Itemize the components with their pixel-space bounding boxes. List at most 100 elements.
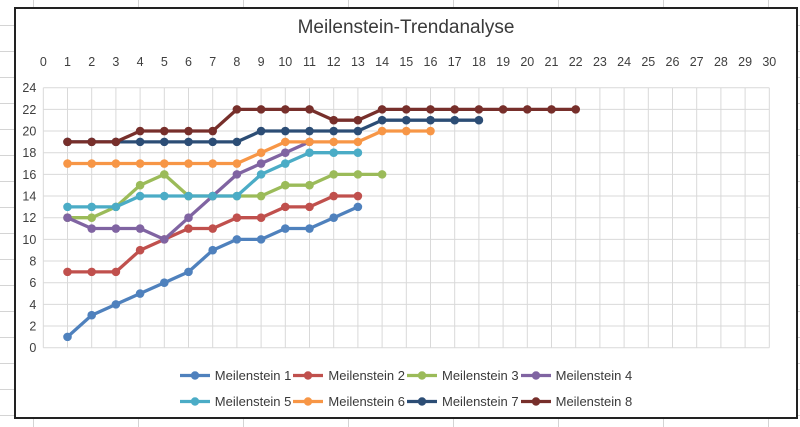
y-tick-label: 18 <box>22 146 36 160</box>
x-tick-label: 12 <box>327 55 341 69</box>
data-point-meilenstein-4-x8 <box>232 170 242 179</box>
data-point-meilenstein-3-x5 <box>160 170 169 179</box>
x-tick-label: 14 <box>375 55 389 69</box>
legend-marker <box>520 371 551 380</box>
data-point-meilenstein-6-x4 <box>135 159 145 168</box>
data-point-meilenstein-1-x8 <box>232 235 242 244</box>
data-point-meilenstein-5-x12 <box>329 148 339 157</box>
legend-item-meilenstein-4[interactable]: Meilenstein 4 <box>520 368 632 383</box>
data-point-meilenstein-5-x8 <box>232 191 242 201</box>
legend-label: Meilenstein 5 <box>214 394 292 409</box>
legend-item-meilenstein-3[interactable]: Meilenstein 3 <box>407 368 519 383</box>
legend-point <box>417 397 427 406</box>
data-point-meilenstein-5-x4 <box>135 191 145 201</box>
data-point-meilenstein-6-x10 <box>281 137 290 147</box>
data-point-meilenstein-5-x5 <box>160 191 169 201</box>
data-point-meilenstein-3-x4 <box>135 180 145 190</box>
x-tick-label: 30 <box>762 55 776 69</box>
chart-title[interactable]: Meilenstein-Trendanalyse <box>297 17 515 38</box>
data-point-meilenstein-8-x19 <box>498 105 508 114</box>
x-tick-label: 25 <box>641 55 655 69</box>
legend-point <box>304 371 313 380</box>
data-point-meilenstein-6-x8 <box>232 159 242 168</box>
data-point-meilenstein-8-x22 <box>571 105 580 114</box>
data-point-meilenstein-8-x3 <box>111 137 121 147</box>
y-tick-label: 8 <box>29 255 36 269</box>
data-point-meilenstein-1-x3 <box>111 300 121 309</box>
legend-item-meilenstein-8[interactable]: Meilenstein 8 <box>520 394 632 409</box>
data-point-meilenstein-3-x9 <box>256 191 266 201</box>
data-point-meilenstein-2-x7 <box>208 224 217 233</box>
data-point-meilenstein-7-x12 <box>329 126 339 136</box>
data-point-meilenstein-8-x8 <box>232 105 242 114</box>
data-point-meilenstein-1-x9 <box>256 235 266 244</box>
legend-marker <box>293 397 324 406</box>
x-tick-label: 17 <box>448 55 462 69</box>
data-point-meilenstein-6-x12 <box>329 137 339 147</box>
data-point-meilenstein-2-x1 <box>63 267 72 277</box>
data-point-meilenstein-6-x13 <box>353 137 363 147</box>
data-point-meilenstein-8-x12 <box>329 115 339 125</box>
legend-item-meilenstein-2[interactable]: Meilenstein 2 <box>293 368 405 383</box>
data-point-meilenstein-7-x14 <box>377 115 387 125</box>
x-axis-labels[interactable]: 0 1 2 3 4 5 6 7 8 9 10 11 12 13 14 15 16 17 18 19 20 21 22 23 24… <box>40 55 776 69</box>
legend-label: Meilenstein 3 <box>442 368 519 383</box>
data-point-meilenstein-6-x1 <box>63 159 72 168</box>
data-point-meilenstein-7-x18 <box>474 115 484 125</box>
gridlines <box>42 87 770 349</box>
data-point-meilenstein-5-x6 <box>184 191 193 201</box>
legend-point <box>190 397 199 406</box>
data-point-meilenstein-3-x12 <box>329 170 339 179</box>
legend-item-meilenstein-7[interactable]: Meilenstein 7 <box>407 394 519 409</box>
x-tick-label: 22 <box>569 55 583 69</box>
data-point-meilenstein-3-x11 <box>305 180 314 190</box>
data-point-meilenstein-1-x13 <box>353 202 363 212</box>
series-meilenstein-6[interactable] <box>63 126 435 168</box>
legend-label: Meilenstein 6 <box>328 394 405 409</box>
data-point-meilenstein-4-x4 <box>135 224 145 233</box>
data-point-meilenstein-1-x10 <box>281 224 290 233</box>
data-point-meilenstein-5-x11 <box>305 148 314 157</box>
legend-item-meilenstein-5[interactable]: Meilenstein 5 <box>179 394 292 409</box>
legend-point <box>531 397 540 406</box>
data-point-meilenstein-6-x2 <box>87 159 96 168</box>
series-meilenstein-1[interactable] <box>63 202 363 342</box>
legend-marker <box>520 397 551 406</box>
data-point-meilenstein-6-x9 <box>256 148 266 157</box>
legend-item-meilenstein-1[interactable]: Meilenstein 1 <box>179 368 291 383</box>
data-point-meilenstein-7-x16 <box>426 115 435 125</box>
data-point-meilenstein-2-x9 <box>256 213 266 222</box>
data-point-meilenstein-5-x1 <box>63 202 72 212</box>
x-tick-label: 5 <box>161 55 168 69</box>
data-point-meilenstein-7-x8 <box>232 137 242 147</box>
legend-item-meilenstein-6[interactable]: Meilenstein 6 <box>293 394 405 409</box>
data-point-meilenstein-7-x6 <box>184 137 193 147</box>
data-point-meilenstein-2-x3 <box>111 267 121 277</box>
legend-marker <box>179 371 210 380</box>
y-tick-label: 24 <box>22 81 36 95</box>
data-point-meilenstein-5-x2 <box>87 202 96 212</box>
x-tick-label: 9 <box>258 55 265 69</box>
data-point-meilenstein-7-x4 <box>135 137 145 147</box>
data-point-meilenstein-6-x11 <box>305 137 314 147</box>
y-tick-label: 4 <box>29 298 36 312</box>
plot-area[interactable]: 0 1 2 3 4 5 6 7 8 9 10 11 12 13 14 15 16 17 18 19 20 21 22 23 24… <box>16 9 796 417</box>
data-point-meilenstein-4-x5 <box>160 235 169 244</box>
milestone-trend-chart[interactable]: Meilenstein-Trendanalyse 0 1 2 3 4 5 6 7 8 9 10 11 1… <box>14 7 798 419</box>
x-tick-label: 23 <box>593 55 607 69</box>
data-point-meilenstein-4-x3 <box>111 224 121 233</box>
data-point-meilenstein-7-x17 <box>450 115 460 125</box>
data-point-meilenstein-8-x2 <box>87 137 96 147</box>
y-tick-label: 22 <box>22 103 36 117</box>
series-meilenstein-8[interactable] <box>63 105 580 147</box>
data-point-meilenstein-2-x4 <box>135 245 145 255</box>
data-point-meilenstein-8-x4 <box>135 126 145 136</box>
data-point-meilenstein-1-x1 <box>63 332 72 342</box>
series-meilenstein-5[interactable] <box>63 148 363 212</box>
legend-point <box>531 371 540 380</box>
x-tick-label: 21 <box>545 55 559 69</box>
x-tick-label: 11 <box>303 55 316 69</box>
data-point-meilenstein-7-x5 <box>160 137 169 147</box>
data-point-meilenstein-6-x6 <box>184 159 193 168</box>
